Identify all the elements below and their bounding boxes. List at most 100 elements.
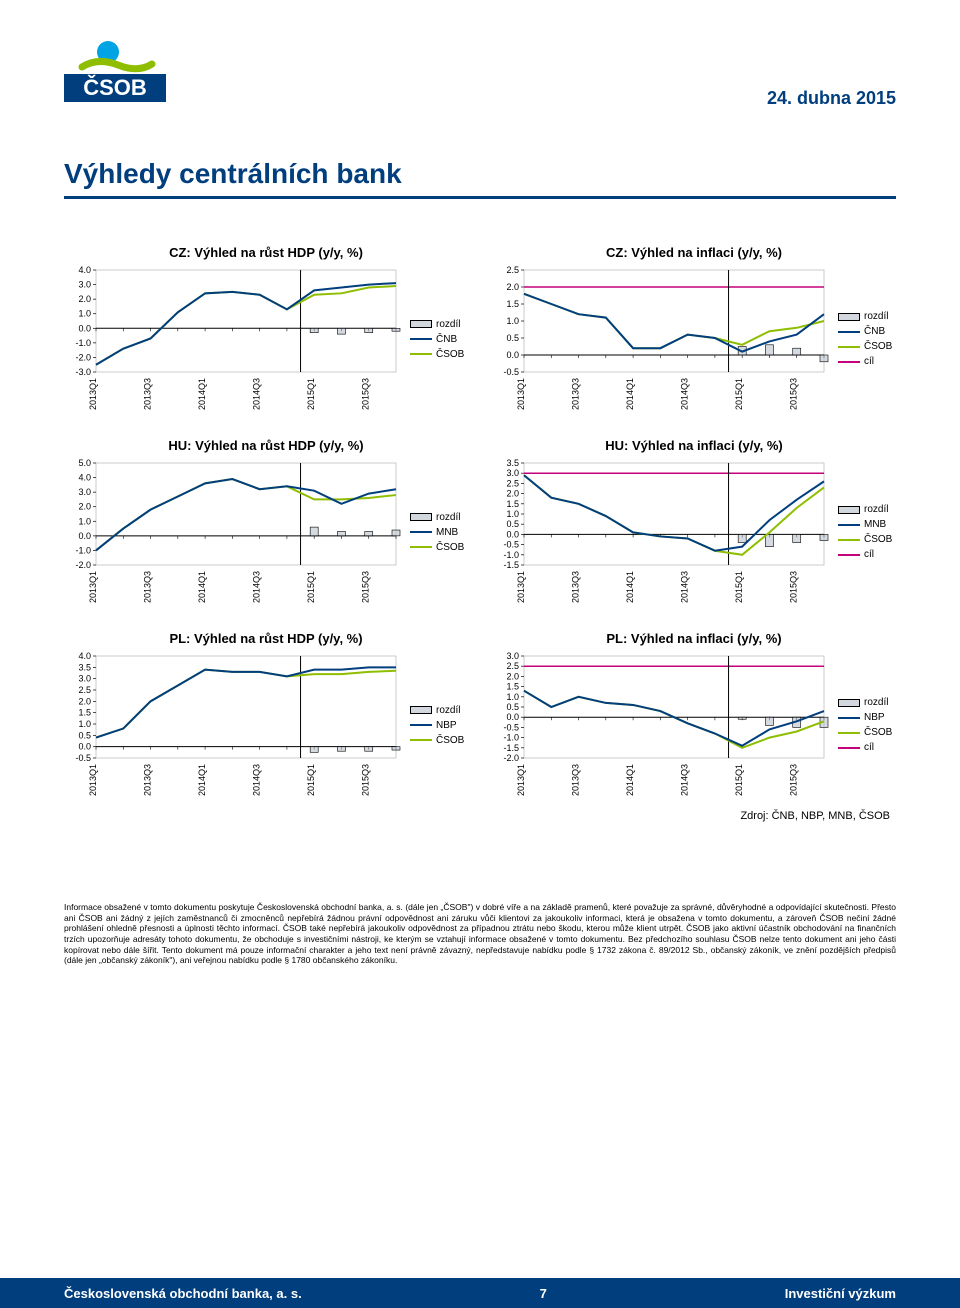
svg-text:2013Q1: 2013Q1 xyxy=(88,378,98,410)
svg-text:-0.5: -0.5 xyxy=(503,540,519,550)
legend-item: rozdíl xyxy=(838,697,892,708)
legend-label: rozdíl xyxy=(436,319,460,330)
svg-text:2013Q3: 2013Q3 xyxy=(571,571,581,603)
document-date: 24. dubna 2015 xyxy=(767,88,896,109)
legend-swatch-line xyxy=(838,524,860,526)
svg-text:0.5: 0.5 xyxy=(506,519,519,529)
legend-label: ČSOB xyxy=(436,349,464,360)
legend-item: ČSOB xyxy=(838,534,892,545)
legend-swatch-box xyxy=(838,313,860,321)
svg-text:-3.0: -3.0 xyxy=(75,367,91,377)
svg-text:0.5: 0.5 xyxy=(506,702,519,712)
legend-label: ČSOB xyxy=(864,534,892,545)
legend-label: cíl xyxy=(864,356,874,367)
svg-text:2015Q1: 2015Q1 xyxy=(734,378,744,410)
legend-item: rozdíl xyxy=(410,705,464,716)
svg-text:2013Q1: 2013Q1 xyxy=(516,571,526,603)
svg-text:4.0: 4.0 xyxy=(78,265,91,275)
legend-item: ČNB xyxy=(410,334,464,345)
chart-title: PL: Výhled na inflaci (y/y, %) xyxy=(492,631,896,646)
legend-label: NBP xyxy=(436,720,457,731)
svg-text:2015Q1: 2015Q1 xyxy=(306,571,316,603)
svg-text:2013Q1: 2013Q1 xyxy=(516,764,526,796)
page-title: Výhledy centrálních bank xyxy=(64,158,896,190)
svg-text:3.0: 3.0 xyxy=(78,280,91,290)
svg-text:-2.0: -2.0 xyxy=(75,560,91,570)
legend-label: ČSOB xyxy=(436,735,464,746)
legend-item: rozdíl xyxy=(838,311,892,322)
svg-text:-0.5: -0.5 xyxy=(75,753,91,763)
svg-text:2014Q3: 2014Q3 xyxy=(252,764,262,796)
svg-text:1.0: 1.0 xyxy=(78,719,91,729)
chart-body: -0.50.00.51.01.52.02.52013Q12013Q32014Q1… xyxy=(492,264,896,418)
legend-label: ČSOB xyxy=(436,542,464,553)
legend-item: MNB xyxy=(838,519,892,530)
chart-legend: rozdílMNBČSOBcíl xyxy=(838,504,892,564)
svg-text:2014Q1: 2014Q1 xyxy=(197,378,207,410)
svg-text:2.5: 2.5 xyxy=(506,478,519,488)
legend-swatch-line xyxy=(838,732,860,734)
chart-body: -2.0-1.00.01.02.03.04.05.02013Q12013Q320… xyxy=(64,457,468,611)
svg-text:3.0: 3.0 xyxy=(506,651,519,661)
chart-svg: -2.0-1.5-1.0-0.50.00.51.01.52.02.53.0201… xyxy=(492,650,832,804)
svg-text:4.0: 4.0 xyxy=(78,473,91,483)
svg-text:2.5: 2.5 xyxy=(506,265,519,275)
legend-swatch-line xyxy=(838,554,860,556)
legend-label: ČSOB xyxy=(864,341,892,352)
legend-swatch-box xyxy=(410,706,432,714)
legend-item: cíl xyxy=(838,549,892,560)
page-footer: Československá obchodní banka, a. s. 7 I… xyxy=(0,1278,960,1308)
svg-text:2.5: 2.5 xyxy=(506,661,519,671)
chart-legend: rozdíl ČNB ČSOB xyxy=(410,319,464,364)
legend-item: cíl xyxy=(838,742,892,753)
svg-text:-1.0: -1.0 xyxy=(503,733,519,743)
svg-text:2.0: 2.0 xyxy=(506,671,519,681)
legend-swatch-line xyxy=(410,338,432,340)
svg-text:1.5: 1.5 xyxy=(506,499,519,509)
source-note: Zdroj: ČNB, NBP, MNB, ČSOB xyxy=(64,810,896,822)
legend-swatch-line xyxy=(410,739,432,741)
svg-text:5.0: 5.0 xyxy=(78,458,91,468)
svg-text:2014Q1: 2014Q1 xyxy=(625,378,635,410)
svg-text:1.0: 1.0 xyxy=(506,509,519,519)
chart-title: HU: Výhled na růst HDP (y/y, %) xyxy=(64,438,468,453)
svg-text:3.5: 3.5 xyxy=(506,458,519,468)
chart-title: CZ: Výhled na inflaci (y/y, %) xyxy=(492,245,896,260)
svg-text:3.0: 3.0 xyxy=(78,674,91,684)
svg-text:2013Q3: 2013Q3 xyxy=(571,764,581,796)
svg-text:-2.0: -2.0 xyxy=(503,753,519,763)
legend-swatch-line xyxy=(410,546,432,548)
svg-text:1.0: 1.0 xyxy=(78,309,91,319)
svg-text:-1.0: -1.0 xyxy=(75,338,91,348)
svg-text:2.0: 2.0 xyxy=(78,294,91,304)
chart-title: CZ: Výhled na růst HDP (y/y, %) xyxy=(64,245,468,260)
legend-label: rozdíl xyxy=(864,311,888,322)
svg-text:2013Q1: 2013Q1 xyxy=(516,378,526,410)
svg-text:2.0: 2.0 xyxy=(78,502,91,512)
legend-swatch-box xyxy=(410,513,432,521)
svg-text:2014Q1: 2014Q1 xyxy=(625,571,635,603)
legend-swatch-line xyxy=(838,361,860,363)
svg-text:3.5: 3.5 xyxy=(78,662,91,672)
footer-right: Investiční výzkum xyxy=(785,1286,896,1301)
svg-text:3.0: 3.0 xyxy=(506,468,519,478)
legend-label: rozdíl xyxy=(864,697,888,708)
legend-label: rozdíl xyxy=(436,512,460,523)
chart-pl_infl: PL: Výhled na inflaci (y/y, %) -2.0-1.5-1… xyxy=(492,631,896,804)
logo: ČSOB xyxy=(64,36,184,108)
legend-item: ČNB xyxy=(838,326,892,337)
svg-text:2013Q3: 2013Q3 xyxy=(143,378,153,410)
footer-left: Československá obchodní banka, a. s. xyxy=(64,1286,302,1301)
svg-text:2013Q3: 2013Q3 xyxy=(571,378,581,410)
chart-svg: -0.50.00.51.01.52.02.53.03.54.02013Q1201… xyxy=(64,650,404,804)
chart-cz_infl: CZ: Výhled na inflaci (y/y, %)-0.50.00.5… xyxy=(492,245,896,418)
chart-svg: -2.0-1.00.01.02.03.04.05.02013Q12013Q320… xyxy=(64,457,404,611)
svg-text:3.0: 3.0 xyxy=(78,487,91,497)
chart-body: -0.50.00.51.01.52.02.53.03.54.02013Q1201… xyxy=(64,650,468,804)
chart-legend: rozdílMNBČSOB xyxy=(410,512,464,557)
chart-hu_infl: HU: Výhled na inflaci (y/y, %)-1.5-1.0-0… xyxy=(492,438,896,611)
svg-text:-1.0: -1.0 xyxy=(503,550,519,560)
chart-svg: -1.5-1.0-0.50.00.51.01.52.02.53.03.52013… xyxy=(492,457,832,611)
legend-label: cíl xyxy=(864,549,874,560)
svg-text:2014Q1: 2014Q1 xyxy=(625,764,635,796)
